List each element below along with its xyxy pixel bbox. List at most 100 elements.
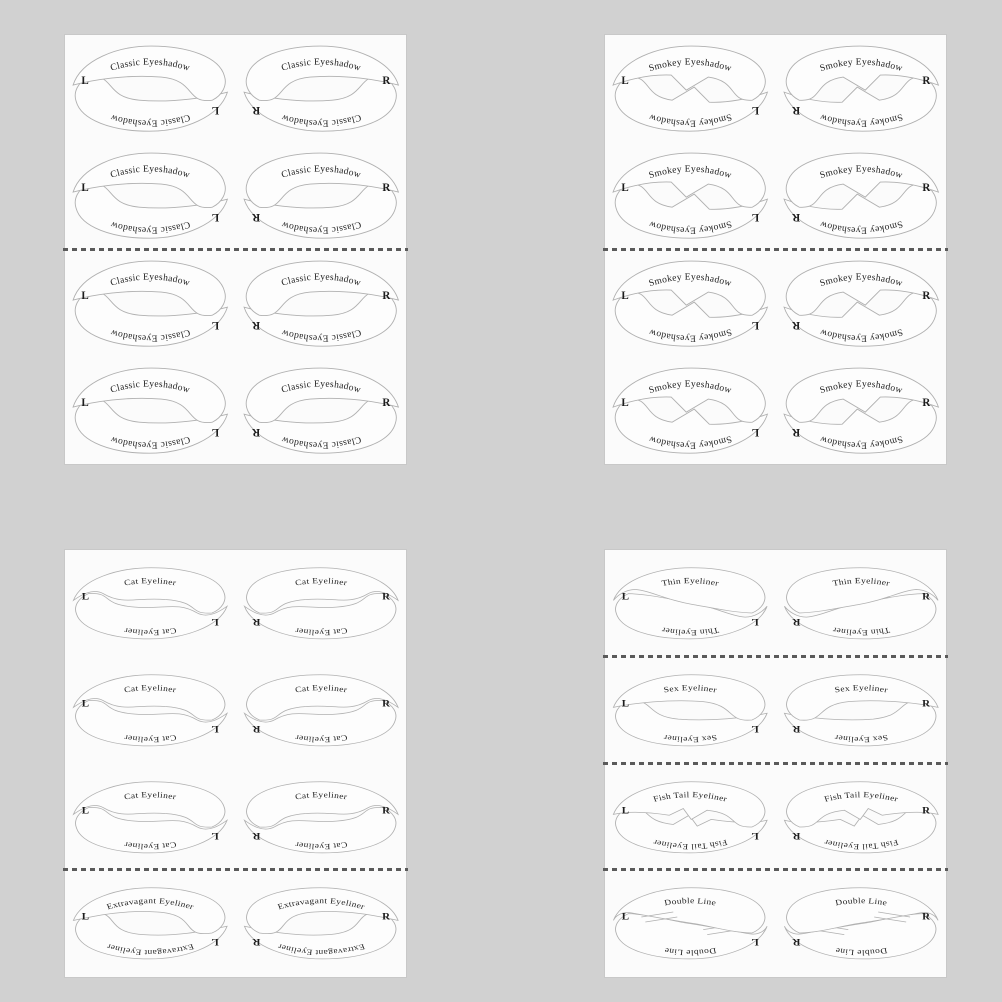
stencil-title-arc-text: Cat Eyeliner: [294, 683, 348, 694]
stencil-piece-outline: [245, 887, 399, 935]
stencil-letter-inverted: R: [251, 426, 260, 438]
stencil-pair-cat-right: Cat Eyeliner Cat Eyeliner R R: [243, 567, 399, 640]
stencil-letter-upright: R: [382, 397, 391, 409]
stencil-top-piece: [245, 152, 399, 209]
stencil-title-arc-text-inverted: Fish Tail Eyeliner: [822, 837, 899, 851]
stencil-title-arc-text: Cat Eyeliner: [123, 576, 177, 587]
stencil-piece: [615, 593, 768, 640]
stencil-letter-inverted: L: [211, 936, 219, 946]
stencil-piece-outline: [74, 76, 229, 132]
stencil-piece: [782, 291, 937, 347]
stencil-letter-upright: L: [82, 592, 90, 602]
stencil-letter-inverted: R: [791, 936, 800, 946]
stencil-letter-upright: R: [922, 290, 931, 302]
stencil-letter-inverted: L: [751, 723, 759, 733]
stencil-letter-inverted: L: [212, 319, 219, 331]
stencil-title-arc-text-inverted: Sex Eyeliner: [663, 733, 718, 744]
stencil-letter-upright: R: [922, 913, 931, 923]
stencil-piece-outline: [785, 674, 939, 721]
stencil-piece: [614, 398, 769, 454]
stencil-piece-outline: [245, 260, 399, 316]
stencil-top-piece: [785, 260, 939, 316]
stencil-bottom-piece: [74, 397, 229, 454]
stencil-letter-upright: L: [622, 913, 630, 923]
stencil-letter-upright: L: [82, 699, 90, 709]
stencil-bottom-piece: [243, 593, 396, 640]
stencil-bottom-piece: [615, 913, 768, 960]
stencil-bottom-piece: [782, 291, 937, 347]
stencil-title-arc-text-inverted: Thin Eyeliner: [831, 626, 890, 638]
stencil-letter-upright: R: [922, 397, 931, 409]
stencil-top-piece: [72, 780, 226, 827]
stencil-piece-outline: [72, 780, 226, 827]
stencil-letter-inverted: R: [791, 723, 800, 733]
stencil-bottom-piece: [242, 183, 397, 239]
stencil-top-piece: [72, 45, 226, 102]
stencil-letter-upright: R: [382, 182, 391, 194]
stencil-letter-upright: L: [621, 397, 628, 409]
stencil-top-piece: [785, 152, 939, 208]
stencil-piece: [242, 76, 397, 132]
perforation-dashed-divider: [603, 247, 948, 251]
stencil-row-cat: Cat Eyeliner Cat Eyeliner L L Cat Eyeliner Ca…: [65, 657, 406, 764]
stencil-bottom-piece: [614, 291, 769, 347]
stencil-bottom-piece: [243, 806, 396, 853]
stencil-piece-outline: [783, 913, 936, 960]
stencil-piece-outline: [782, 398, 937, 454]
stencil-piece-outline: [245, 780, 399, 827]
stencil-top-piece: [245, 887, 399, 935]
stencil-letter-inverted: L: [752, 104, 759, 116]
stencil-title-arc-text: Fish Tail Eyeliner: [652, 789, 729, 803]
stencil-piece: [782, 183, 937, 239]
stencil-piece-outline: [612, 45, 766, 101]
stencil-title-arc-text: Cat Eyeliner: [294, 576, 348, 587]
stencil-letter-inverted: R: [251, 104, 260, 116]
stencil-piece-outline: [72, 887, 226, 935]
stencil-letter-upright: R: [922, 182, 931, 194]
stencil-letter-upright: R: [382, 806, 391, 816]
stencil-bottom-piece: [614, 398, 769, 454]
double-line-marks: [641, 911, 678, 923]
stencil-piece-outline: [243, 806, 396, 853]
stencil-top-piece: [612, 674, 766, 721]
stencil-title-arc-text-inverted: Fish Tail Eyeliner: [652, 837, 729, 851]
stencil-letter-upright: R: [922, 592, 931, 602]
stencil-letter-inverted: R: [251, 319, 260, 331]
stencil-piece-outline: [614, 398, 769, 454]
stencil-letter-inverted: R: [791, 426, 800, 438]
stencil-letter-inverted: L: [752, 426, 759, 438]
stencil-pair-thin-right: Thin Eyeliner Thin Eyeliner R R: [783, 567, 938, 640]
stencil-top-piece: [612, 367, 766, 423]
stencil-letter-upright: R: [382, 290, 391, 302]
stencil-top-piece: [613, 567, 766, 614]
stencil-title-arc-text: Sex Eyeliner: [663, 683, 718, 694]
stencil-row-smokey: Smokey Eyeshadow Smokey Eyeshadow L L Smokey…: [605, 357, 946, 464]
stencil-piece-outline: [242, 183, 397, 239]
stencil-letter-inverted: R: [791, 830, 800, 840]
stencil-bottom-piece: [242, 76, 397, 132]
stencil-letter-upright: R: [382, 699, 391, 709]
stencil-row-doubleline: Double Line Double Line L L Double Line Doubl…: [605, 870, 946, 977]
stencil-piece-outline: [785, 260, 939, 316]
stencil-letter-upright: L: [621, 75, 628, 87]
stencil-piece-outline: [785, 887, 938, 934]
stencil-piece-outline: [72, 260, 226, 316]
stencil-piece: [74, 76, 229, 132]
stencil-title-arc-text: Thin Eyeliner: [661, 576, 720, 588]
stencil-pair-cat-left: Cat Eyeliner Cat Eyeliner L L: [72, 674, 228, 747]
stencil-piece-outline: [614, 76, 769, 132]
stencil-piece-outline: [243, 699, 396, 747]
stencil-bottom-piece: [615, 593, 768, 640]
stencil-piece-outline: [75, 806, 228, 853]
stencil-bottom-piece: [782, 183, 937, 239]
stencil-top-piece: [785, 367, 939, 423]
stencil-piece-outline: [75, 699, 228, 747]
stencil-letter-inverted: L: [751, 616, 759, 626]
stencil-piece: [782, 76, 937, 132]
